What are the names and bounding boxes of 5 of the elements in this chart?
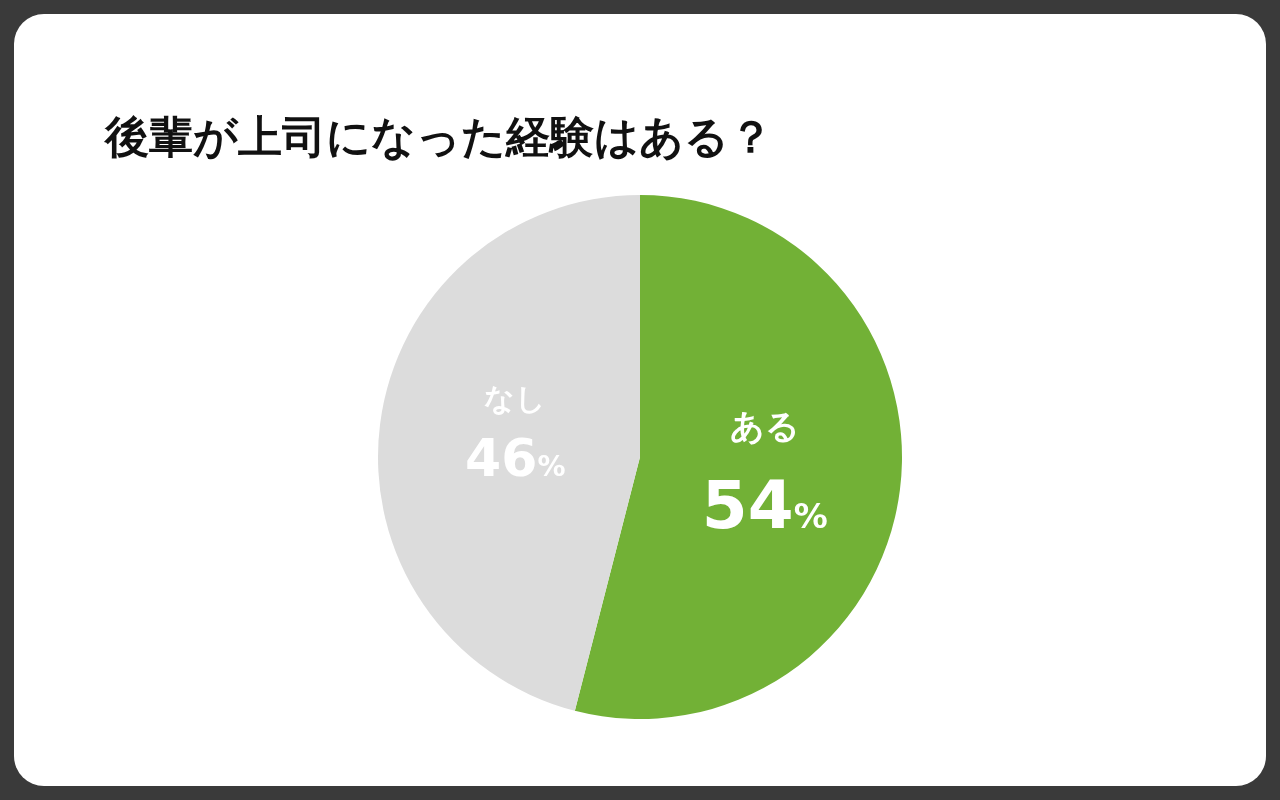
pie-slice xyxy=(574,195,902,719)
slice-label: ある xyxy=(729,405,800,446)
pie-slice xyxy=(378,195,640,711)
chart-title: 後輩が上司になった経験はある？ xyxy=(103,111,773,162)
data-label: 54% xyxy=(701,466,828,544)
